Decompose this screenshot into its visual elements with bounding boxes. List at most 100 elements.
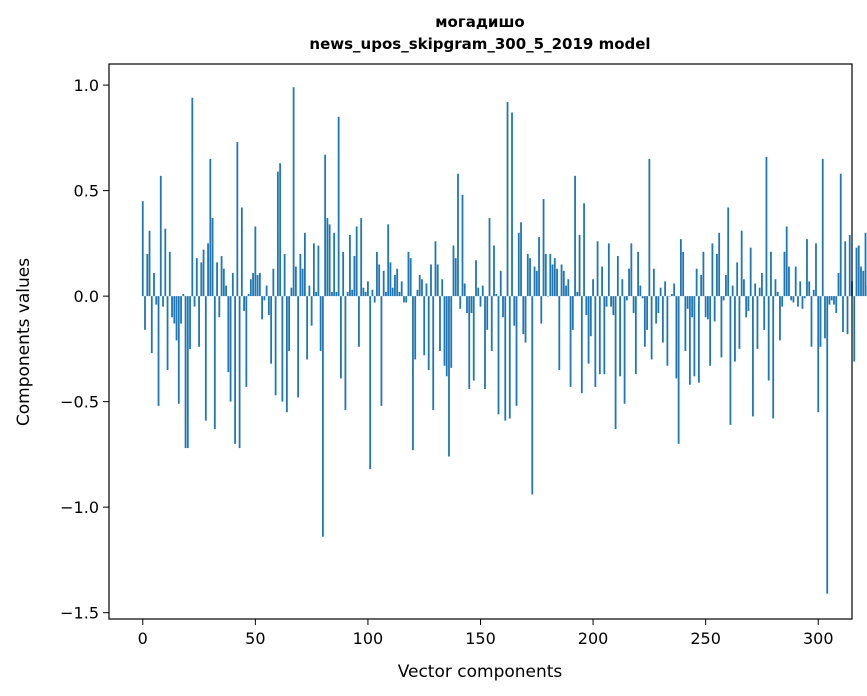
- bar-251: [707, 296, 709, 320]
- bar-216: [628, 268, 630, 297]
- bar-58: [272, 268, 275, 297]
- chart-title: могадишо: [435, 13, 524, 31]
- bar-213: [621, 279, 624, 297]
- bar-61: [279, 163, 282, 297]
- bar-131: [436, 264, 439, 297]
- bar-1: [144, 296, 146, 330]
- bar-304: [826, 296, 829, 594]
- bar-69: [297, 296, 300, 398]
- bar-139: [454, 258, 457, 297]
- bar-166: [515, 296, 518, 406]
- bar-27: [202, 249, 205, 297]
- bar-299: [815, 243, 817, 297]
- bar-83: [328, 224, 331, 297]
- bar-107: [382, 270, 385, 297]
- bar-67: [292, 87, 295, 297]
- bar-297: [810, 296, 813, 347]
- bar-4: [150, 296, 153, 354]
- bar-206: [605, 296, 608, 307]
- bar-244: [691, 296, 694, 318]
- bar-182: [551, 264, 554, 297]
- y-axis-ticks: 1.0 0.5 0.0 −0.5 −1.0 −1.5: [60, 76, 109, 623]
- bar-247: [698, 296, 700, 383]
- bar-33: [216, 262, 218, 297]
- bar-187: [562, 270, 565, 297]
- bar-229: [657, 296, 660, 314]
- bar-113: [396, 268, 399, 297]
- bar-184: [556, 268, 558, 297]
- bar-159: [499, 270, 502, 297]
- bar-316: [853, 296, 856, 362]
- bar-18: [182, 294, 185, 297]
- bar-151: [481, 285, 484, 297]
- x-axis-label: Vector components: [398, 662, 563, 682]
- bar-88: [340, 296, 342, 379]
- bar-147: [472, 296, 475, 381]
- bar-116: [403, 296, 405, 303]
- bar-15: [175, 296, 178, 341]
- bar-71: [301, 268, 304, 297]
- bar-153: [486, 296, 489, 330]
- bar-193: [576, 291, 579, 297]
- bar-70: [299, 253, 302, 297]
- bar-101: [369, 296, 372, 470]
- bar-224: [646, 296, 649, 330]
- bar-95: [355, 226, 358, 297]
- bar-162: [506, 101, 509, 297]
- bar-168: [520, 222, 522, 297]
- bar-118: [407, 251, 410, 297]
- bar-80: [321, 296, 324, 537]
- bar-230: [659, 287, 662, 297]
- bar-203: [598, 296, 601, 375]
- bar-150: [479, 296, 482, 307]
- chart-subtitle: news_upos_skipgram_300_5_2019 model: [309, 35, 650, 53]
- bar-108: [385, 291, 387, 297]
- bar-35: [220, 256, 223, 297]
- bar-266: [740, 230, 743, 297]
- bar-264: [736, 262, 739, 297]
- bar-130: [434, 241, 437, 297]
- bar-74: [308, 285, 311, 297]
- bar-239: [679, 239, 682, 297]
- bar-122: [416, 289, 419, 297]
- bar-186: [560, 264, 563, 297]
- bar-185: [558, 296, 561, 370]
- bar-295: [806, 239, 808, 297]
- bar-285: [783, 251, 786, 297]
- bar-23: [193, 296, 196, 307]
- x-tick-label-250: 250: [690, 629, 721, 648]
- bar-160: [502, 296, 504, 318]
- bar-196: [583, 203, 585, 297]
- bar-89: [342, 251, 345, 297]
- bar-45: [243, 296, 245, 311]
- bar-179: [544, 253, 547, 297]
- bar-292: [799, 281, 802, 297]
- bar-246: [695, 268, 698, 297]
- plot-frame: [108, 63, 853, 620]
- bar-303: [824, 296, 826, 339]
- bar-120: [412, 296, 414, 451]
- bar-68: [294, 266, 297, 297]
- bar-21: [189, 296, 191, 349]
- bar-125: [423, 296, 426, 356]
- y-tick-label--1: −1.0: [60, 498, 99, 517]
- bar-252: [709, 296, 712, 366]
- bar-90: [344, 296, 347, 411]
- bar-115: [400, 281, 403, 297]
- bar-100: [367, 281, 369, 297]
- bar-112: [394, 275, 396, 297]
- bar-271: [752, 296, 754, 417]
- bar-240: [682, 251, 685, 297]
- bar-126: [425, 283, 428, 297]
- bar-154: [488, 218, 491, 297]
- bar-305: [828, 296, 831, 305]
- bar-47: [247, 294, 250, 297]
- bar-270: [749, 247, 752, 297]
- bar-16: [177, 296, 180, 404]
- bar-53: [261, 296, 263, 320]
- bar-158: [497, 296, 500, 415]
- bar-198: [587, 296, 590, 364]
- bar-28: [204, 296, 207, 421]
- bar-259: [725, 275, 727, 297]
- bar-225: [648, 158, 651, 297]
